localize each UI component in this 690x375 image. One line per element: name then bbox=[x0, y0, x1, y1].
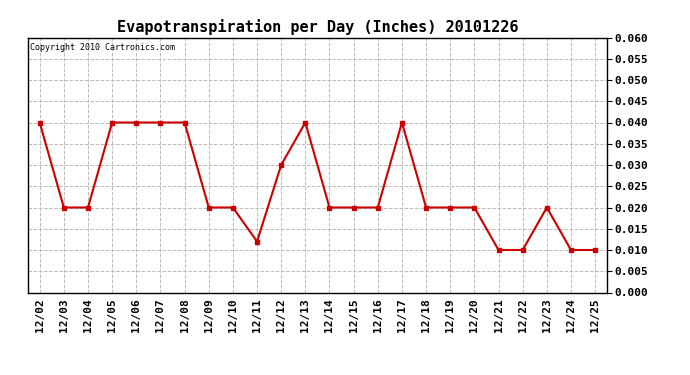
Title: Evapotranspiration per Day (Inches) 20101226: Evapotranspiration per Day (Inches) 2010… bbox=[117, 19, 518, 35]
Text: Copyright 2010 Cartronics.com: Copyright 2010 Cartronics.com bbox=[30, 43, 175, 52]
